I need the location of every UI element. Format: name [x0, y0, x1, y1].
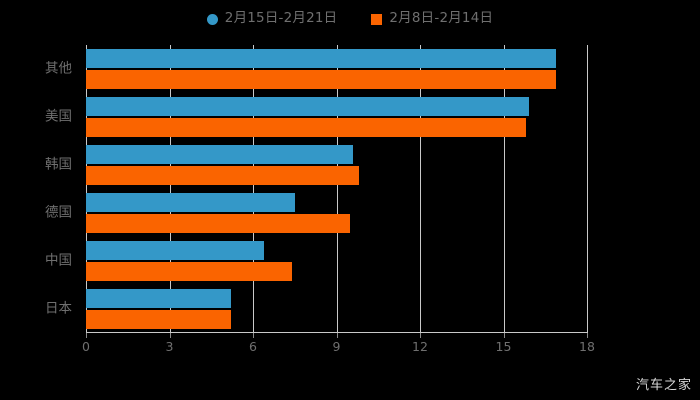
x-axis-tick-label: 0: [82, 339, 90, 354]
y-axis-category-label: 日本: [45, 300, 72, 317]
plot-area: 0 3 6 9 12 15 18 其他美国韩国德国中国日本: [45, 45, 595, 353]
category-band: 美国: [45, 93, 587, 141]
x-axis-tick: [587, 333, 588, 338]
bar-韩国-series-0[interactable]: [86, 145, 354, 164]
x-axis-tick-label: 6: [249, 339, 257, 354]
bar-美国-series-0[interactable]: [86, 97, 529, 116]
legend-label: 2月8日-2月14日: [389, 10, 494, 27]
category-band: 日本: [45, 285, 587, 333]
x-axis-tick-label: 3: [165, 339, 174, 354]
legend-entry[interactable]: 2月15日-2月21日: [206, 10, 338, 27]
legend-marker-square-icon: [371, 13, 383, 25]
bar-日本-series-0[interactable]: [86, 289, 231, 308]
category-band: 其他: [45, 45, 587, 93]
x-axis-tick: [86, 333, 87, 338]
bar-韩国-series-1[interactable]: [86, 166, 359, 185]
gridline: [169, 45, 171, 333]
y-axis-category-label: 中国: [45, 252, 72, 269]
legend-marker-circle-icon: [206, 13, 218, 25]
y-axis-category-label: 德国: [45, 204, 72, 221]
y-axis-category-label: 美国: [45, 108, 72, 125]
x-axis-tick-label: 15: [495, 339, 512, 354]
y-axis-line: [86, 45, 87, 333]
x-axis-tick-label: 12: [412, 339, 428, 354]
category-band: 中国: [45, 237, 587, 285]
bar-其他-series-1[interactable]: [86, 70, 557, 89]
x-axis-tick-label: 9: [332, 339, 341, 354]
legend-label: 2月15日-2月21日: [224, 10, 338, 27]
y-axis-category-label: 其他: [45, 60, 72, 77]
gridline: [503, 45, 505, 333]
gridline: [587, 45, 588, 333]
gridline: [336, 45, 338, 333]
category-band: 德国: [45, 189, 587, 237]
watermark: 汽车之家: [635, 378, 692, 393]
bar-日本-series-1[interactable]: [86, 310, 231, 329]
x-axis-tick: [336, 333, 338, 338]
x-axis-tick: [503, 333, 505, 338]
bar-德国-series-0[interactable]: [86, 193, 295, 212]
gridline: [420, 45, 421, 333]
x-axis-tick: [420, 333, 421, 338]
bar-中国-series-1[interactable]: [86, 262, 292, 281]
bar-德国-series-1[interactable]: [86, 214, 351, 233]
gridline: [253, 45, 254, 333]
x-axis-tick: [169, 333, 171, 338]
bar-美国-series-1[interactable]: [86, 118, 526, 137]
category-band: 韩国: [45, 141, 587, 189]
x-axis-tick-label: 18: [579, 339, 595, 354]
bar-其他-series-0[interactable]: [86, 49, 557, 68]
bar-中国-series-0[interactable]: [86, 241, 265, 260]
x-axis-tick: [253, 333, 254, 338]
legend-entry[interactable]: 2月8日-2月14日: [371, 12, 493, 26]
y-axis-category-label: 韩国: [45, 156, 72, 173]
chart-legend: 2月15日-2月21日 2月8日-2月14日: [0, 6, 700, 32]
